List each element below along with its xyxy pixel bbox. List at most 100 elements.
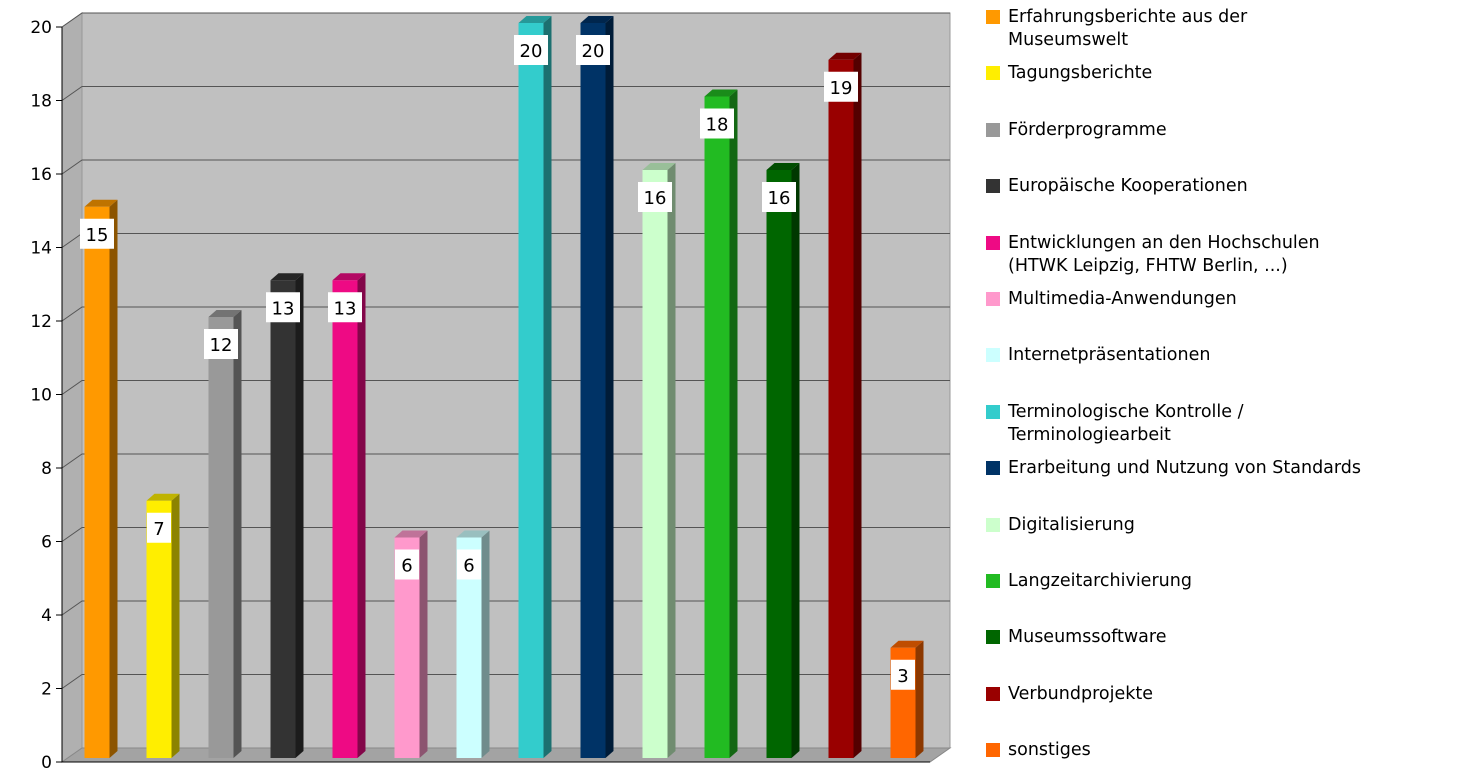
y-tick-label: 16: [30, 165, 52, 185]
legend-swatch: [986, 517, 1000, 532]
data-label-box: [576, 35, 610, 65]
data-label-text: 19: [830, 78, 853, 99]
legend-label: Tagungsberichte: [1008, 63, 1153, 84]
floor: [60, 747, 952, 763]
legend-swatch: [986, 10, 1000, 24]
legend-swatch: [986, 179, 1000, 194]
data-label-box: [80, 218, 114, 249]
data-label-box: [638, 182, 672, 212]
data-label-box: [395, 549, 419, 580]
legend-swatch: [986, 574, 1000, 588]
gridline: [61, 12, 950, 28]
data-label: 13: [266, 292, 300, 323]
bar: [270, 273, 304, 758]
bar: [828, 52, 862, 758]
bar-top: [828, 52, 862, 60]
bar: [208, 310, 242, 758]
legend-label: Erfahrungsberichte aus der Museumswelt: [1008, 7, 1248, 50]
legend-label: Multimedia-Anwendungen: [1008, 289, 1237, 309]
bar-front: [580, 23, 606, 758]
bar-side: [729, 89, 738, 758]
y-tick-label: 18: [30, 92, 52, 112]
data-label-text: 18: [706, 115, 729, 136]
legend-label: Langzeitarchivierung: [1008, 571, 1192, 591]
legend-label: Digitalisierung: [1008, 514, 1135, 535]
data-label-text: 13: [334, 298, 357, 319]
data-label-text: 12: [210, 335, 233, 356]
data-label: 20: [514, 35, 548, 65]
data-label-box: [457, 549, 481, 580]
bar: [518, 16, 552, 758]
bar-side: [605, 16, 614, 758]
data-label-text: 15: [86, 225, 109, 246]
data-label-box: [762, 182, 796, 212]
data-label-box: [328, 292, 362, 323]
legend-label: Verbundprojekte: [1008, 683, 1153, 704]
data-label-text: 3: [897, 666, 908, 687]
plot-walls: [60, 12, 952, 763]
bar-front: [828, 59, 854, 758]
bar-top: [518, 16, 552, 23]
bar-front: [766, 170, 792, 758]
data-labels: 15 7 12 13 13 6 6 20 20 16 18 16 19 3: [80, 35, 915, 690]
legend-swatch: [986, 66, 1000, 81]
y-tick-label: 4: [41, 606, 52, 626]
bar-top: [456, 530, 490, 538]
data-label: 7: [147, 512, 171, 543]
bar-side: [233, 310, 242, 758]
data-label-text: 13: [272, 298, 295, 319]
bar-side: [357, 273, 366, 758]
data-label-box: [891, 659, 915, 690]
bar: [146, 493, 180, 758]
legend-swatch: [986, 292, 1000, 306]
bar-side: [543, 16, 552, 758]
legend-label: Förderprogramme: [1008, 119, 1167, 140]
legend-label: Entwicklungen an den Hochschulen (HTWK L…: [1008, 232, 1320, 276]
y-tick-label: 14: [30, 239, 52, 259]
bar-front: [84, 206, 110, 758]
bar: [890, 640, 924, 758]
legend-label: Terminologische Kontrolle / Terminologie…: [1008, 401, 1244, 445]
bar-top: [332, 273, 366, 281]
bar-top: [704, 89, 738, 97]
bar: [766, 163, 800, 758]
bar: [642, 163, 676, 758]
legend-label: Erarbeitung und Nutzung von Standards: [1008, 458, 1362, 479]
legend-swatch: [986, 686, 1000, 701]
data-label-box: [266, 292, 300, 323]
bar: [332, 273, 366, 758]
bar-front: [518, 23, 544, 758]
bar-top: [208, 310, 242, 317]
y-tick-label: 2: [41, 680, 52, 700]
gridline: [61, 159, 950, 175]
legend-swatch: [986, 235, 1000, 250]
data-label: 6: [457, 549, 481, 580]
bar-front: [208, 317, 234, 758]
data-label-box: [204, 329, 238, 359]
bar-front: [642, 170, 668, 758]
legend-swatch: [986, 122, 1000, 137]
data-label: 15: [80, 218, 114, 249]
legend-swatch: [986, 348, 1000, 363]
legend-swatch: [986, 461, 1000, 476]
y-tick-label: 6: [41, 533, 52, 553]
data-label-text: 6: [463, 556, 474, 577]
bar-side: [171, 493, 180, 758]
data-label: 19: [824, 71, 858, 102]
bar: [84, 199, 118, 758]
bar-side: [295, 273, 304, 758]
bar-front: [146, 500, 172, 758]
legend-label: Museumssoftware: [1008, 627, 1167, 648]
bar-top: [146, 493, 180, 501]
gridline: [61, 86, 950, 101]
bar-top: [394, 530, 428, 538]
bar-front: [704, 96, 730, 758]
bar: [704, 89, 738, 758]
data-label-text: 16: [644, 188, 667, 209]
legend-label: Internetpräsentationen: [1008, 345, 1211, 366]
bar-side: [419, 530, 428, 758]
bar-top: [270, 273, 304, 281]
bar-front: [332, 280, 358, 758]
data-label-text: 6: [401, 556, 412, 577]
